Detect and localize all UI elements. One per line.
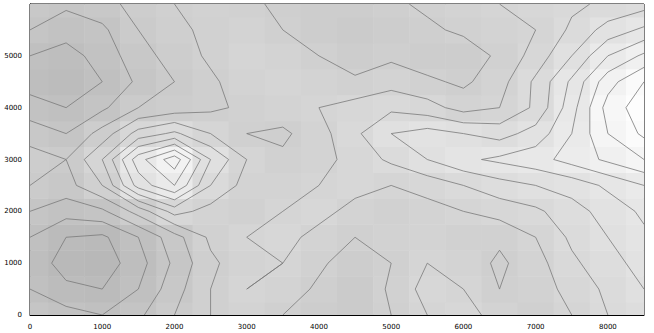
svg-text:5000: 5000 xyxy=(382,323,400,331)
svg-text:5000: 5000 xyxy=(4,52,22,60)
svg-text:1000: 1000 xyxy=(4,259,22,267)
svg-text:6000: 6000 xyxy=(454,323,472,331)
svg-text:4000: 4000 xyxy=(310,323,328,331)
svg-text:2000: 2000 xyxy=(4,207,22,215)
svg-text:4000: 4000 xyxy=(4,104,22,112)
svg-text:0: 0 xyxy=(28,323,32,331)
svg-text:3000: 3000 xyxy=(238,323,256,331)
svg-text:3000: 3000 xyxy=(4,156,22,164)
svg-text:7000: 7000 xyxy=(527,323,545,331)
svg-text:2000: 2000 xyxy=(166,323,184,331)
svg-text:1000: 1000 xyxy=(93,323,111,331)
svg-text:8000: 8000 xyxy=(599,323,617,331)
svg-text:0: 0 xyxy=(18,311,22,319)
